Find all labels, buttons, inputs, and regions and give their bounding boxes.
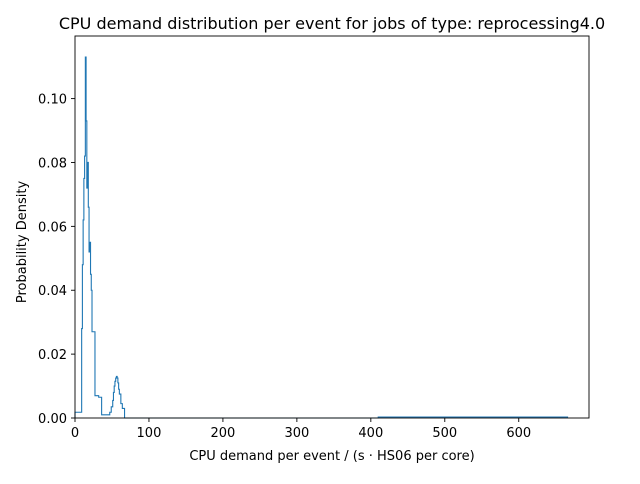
chart-title: CPU demand distribution per event for jo…: [59, 14, 605, 33]
histogram-step-line: [74, 56, 569, 419]
y-tick-label: 0.06: [38, 220, 67, 235]
x-tick-label: 500: [432, 426, 457, 441]
plot-area: 0 100 200 300 400 500 600 0.00 0.02 0.04 0.06 0.08 0…: [38, 35, 590, 441]
y-axis-label: Probability Density: [15, 181, 30, 304]
x-tick-label: 600: [506, 426, 531, 441]
x-tick-label: 200: [210, 426, 235, 441]
y-tick-label: 0.10: [38, 93, 67, 108]
x-tick-label: 300: [284, 426, 309, 441]
x-tick-label: 400: [358, 426, 383, 441]
axes-frame: [74, 35, 590, 419]
x-tick-label: 0: [71, 426, 79, 441]
x-tick-label: 100: [137, 426, 162, 441]
x-axis-label: CPU demand per event / (s · HS06 per cor…: [189, 449, 474, 464]
y-tick-label: 0.08: [38, 156, 67, 171]
y-tick-label: 0.00: [38, 412, 67, 427]
y-tick-label: 0.02: [38, 348, 67, 363]
y-tick-label: 0.04: [38, 284, 67, 299]
